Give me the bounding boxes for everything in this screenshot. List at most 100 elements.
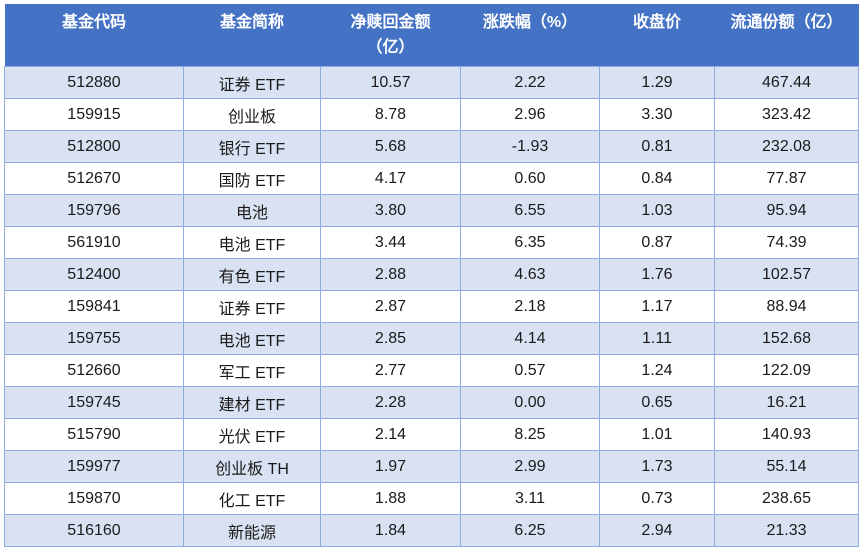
table-cell: 95.94 — [714, 194, 859, 227]
table-cell: 159796 — [4, 194, 184, 227]
table-row: 159745 建材 ETF 2.28 0.00 0.65 16.21 — [4, 386, 859, 419]
column-header: 净赎回金额 （亿） — [320, 4, 461, 67]
table-body: 512880 证券 ETF 10.57 2.22 1.29 467.44 159915 创业板… — [4, 66, 859, 547]
table-cell: 证券 ETF — [183, 66, 321, 99]
table-cell: 1.03 — [599, 194, 715, 227]
table-cell: 77.87 — [714, 162, 859, 195]
table-cell: 0.00 — [460, 386, 600, 419]
table-cell: 232.08 — [714, 130, 859, 163]
table-cell: 1.11 — [599, 322, 715, 355]
table-cell: 1.01 — [599, 418, 715, 451]
table-cell: 2.87 — [320, 290, 461, 323]
table-cell: 化工 ETF — [183, 482, 321, 515]
table-header: 基金代码 基金简称 净赎回金额 （亿） 涨跌幅（%） 收盘价 流通份额（亿） — [4, 4, 859, 67]
table-row: 512880 证券 ETF 10.57 2.22 1.29 467.44 — [4, 66, 859, 99]
table-row: 159841 证券 ETF 2.87 2.18 1.17 88.94 — [4, 290, 859, 323]
table-cell: 6.35 — [460, 226, 600, 259]
table-cell: 512660 — [4, 354, 184, 387]
table-cell: 159755 — [4, 322, 184, 355]
table-cell: 159841 — [4, 290, 184, 323]
table-cell: 512400 — [4, 258, 184, 291]
table-cell: 10.57 — [320, 66, 461, 99]
table-cell: -1.93 — [460, 130, 600, 163]
table-cell: 16.21 — [714, 386, 859, 419]
table-cell: 电池 — [183, 194, 321, 227]
table-row: 159870 化工 ETF 1.88 3.11 0.73 238.65 — [4, 482, 859, 515]
table-cell: 512670 — [4, 162, 184, 195]
table-row: 159977 创业板 TH 1.97 2.99 1.73 55.14 — [4, 450, 859, 483]
table-cell: 0.73 — [599, 482, 715, 515]
header-row: 基金代码 基金简称 净赎回金额 （亿） 涨跌幅（%） 收盘价 流通份额（亿） — [4, 4, 859, 67]
table-cell: 0.60 — [460, 162, 600, 195]
column-header: 涨跌幅（%） — [460, 4, 600, 67]
table-row: 159755 电池 ETF 2.85 4.14 1.11 152.68 — [4, 322, 859, 355]
table-cell: 88.94 — [714, 290, 859, 323]
table-cell: 140.93 — [714, 418, 859, 451]
table-row: 512660 军工 ETF 2.77 0.57 1.24 122.09 — [4, 354, 859, 387]
table-cell: 2.22 — [460, 66, 600, 99]
table-cell: 1.17 — [599, 290, 715, 323]
table-cell: 21.33 — [714, 514, 859, 547]
table-row: 512800 银行 ETF 5.68 -1.93 0.81 232.08 — [4, 130, 859, 163]
table-cell: 2.14 — [320, 418, 461, 451]
table-cell: 561910 — [4, 226, 184, 259]
table-cell: 1.97 — [320, 450, 461, 483]
table-cell: 电池 ETF — [183, 226, 321, 259]
table-row: 512400 有色 ETF 2.88 4.63 1.76 102.57 — [4, 258, 859, 291]
column-header: 收盘价 — [599, 4, 715, 67]
table-cell: 国防 ETF — [183, 162, 321, 195]
table-cell: 516160 — [4, 514, 184, 547]
table-cell: 238.65 — [714, 482, 859, 515]
table-cell: 159870 — [4, 482, 184, 515]
table-cell: 74.39 — [714, 226, 859, 259]
table-cell: 1.24 — [599, 354, 715, 387]
table-cell: 军工 ETF — [183, 354, 321, 387]
table-cell: 159977 — [4, 450, 184, 483]
table-cell: 152.68 — [714, 322, 859, 355]
table-cell: 0.65 — [599, 386, 715, 419]
table-cell: 新能源 — [183, 514, 321, 547]
table-cell: 2.28 — [320, 386, 461, 419]
table-cell: 6.55 — [460, 194, 600, 227]
table-cell: 4.17 — [320, 162, 461, 195]
table-cell: 8.25 — [460, 418, 600, 451]
table-cell: 1.29 — [599, 66, 715, 99]
table-cell: 55.14 — [714, 450, 859, 483]
column-header: 基金代码 — [4, 4, 184, 67]
table-row: 561910 电池 ETF 3.44 6.35 0.87 74.39 — [4, 226, 859, 259]
table-cell: 2.18 — [460, 290, 600, 323]
table-cell: 银行 ETF — [183, 130, 321, 163]
fund-table: 基金代码 基金简称 净赎回金额 （亿） 涨跌幅（%） 收盘价 流通份额（亿） 512880… — [4, 4, 859, 547]
table-cell: 159915 — [4, 98, 184, 131]
table-cell: 323.42 — [714, 98, 859, 131]
table-cell: 8.78 — [320, 98, 461, 131]
table-row: 516160 新能源 1.84 6.25 2.94 21.33 — [4, 514, 859, 547]
table-cell: 0.81 — [599, 130, 715, 163]
table-cell: 4.14 — [460, 322, 600, 355]
table-cell: 2.77 — [320, 354, 461, 387]
table-cell: 5.68 — [320, 130, 461, 163]
table-cell: 2.94 — [599, 514, 715, 547]
table-row: 512670 国防 ETF 4.17 0.60 0.84 77.87 — [4, 162, 859, 195]
table-cell: 102.57 — [714, 258, 859, 291]
table-cell: 159745 — [4, 386, 184, 419]
table-cell: 1.88 — [320, 482, 461, 515]
table-cell: 122.09 — [714, 354, 859, 387]
table-cell: 2.85 — [320, 322, 461, 355]
table-cell: 建材 ETF — [183, 386, 321, 419]
table-cell: 4.63 — [460, 258, 600, 291]
table-cell: 1.76 — [599, 258, 715, 291]
table-cell: 3.30 — [599, 98, 715, 131]
table-cell: 创业板 — [183, 98, 321, 131]
table-cell: 证券 ETF — [183, 290, 321, 323]
table-cell: 512880 — [4, 66, 184, 99]
table-cell: 光伏 ETF — [183, 418, 321, 451]
table-cell: 有色 ETF — [183, 258, 321, 291]
table-cell: 电池 ETF — [183, 322, 321, 355]
table-cell: 2.88 — [320, 258, 461, 291]
table-cell: 1.84 — [320, 514, 461, 547]
table-cell: 0.57 — [460, 354, 600, 387]
table-cell: 0.87 — [599, 226, 715, 259]
table-cell: 1.73 — [599, 450, 715, 483]
table-cell: 467.44 — [714, 66, 859, 99]
